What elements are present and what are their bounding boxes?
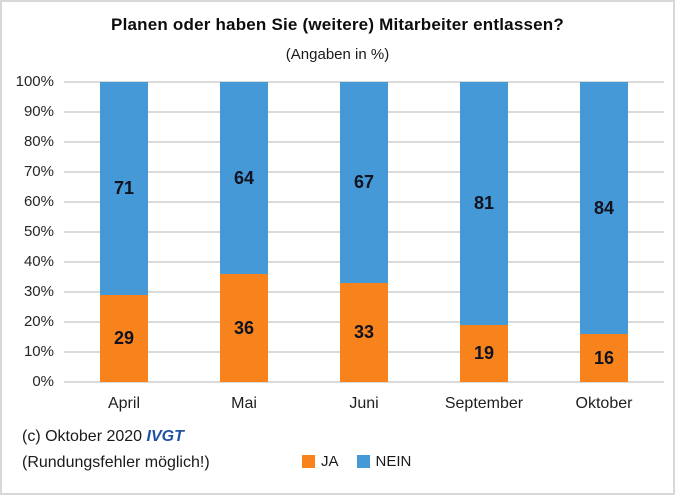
bar-slot-september: 81 19 [424,82,544,382]
data-label-ja-oktober: 16 [593,347,615,368]
chart-subtitle: (Angaben in %) [285,46,390,63]
data-label-nein-mai: 64 [233,167,255,188]
data-label-ja-mai: 36 [233,317,255,338]
stacked-bar-juni: 67 33 [340,82,388,382]
chart-title: Planen oder haben Sie (weitere) Mitarbei… [111,15,564,34]
bar-segment-ja-oktober: 16 [580,334,628,382]
bar-segment-nein-april: 71 [100,82,148,295]
data-label-ja-september: 19 [473,343,495,363]
bar-series: 71 29 64 36 67 33 81 19 84 16 [64,82,664,382]
y-tick-label: 30% [23,283,54,300]
y-tick-label: 50% [23,223,54,240]
legend-item-nein: NEIN [356,453,412,470]
data-label-ja-april: 29 [113,328,135,348]
y-tick-label: 70% [23,163,54,180]
legend: JA NEIN [302,453,411,470]
gridline [64,381,664,383]
y-axis: 100% 90% 80% 70% 60% 50% 40% 30% 20% 10% 0% [2,2,54,493]
x-label-oktober: Oktober [575,395,633,412]
bar-segment-ja-juni: 33 [340,283,388,382]
bar-segment-ja-mai: 36 [220,274,268,382]
x-label-juni: Juni [349,395,379,412]
legend-label-nein: NEIN [375,453,412,470]
bar-segment-ja-september: 19 [460,325,508,382]
y-tick-label: 40% [23,253,54,270]
y-tick-label: 80% [23,133,54,150]
data-label-nein-juni: 67 [353,172,375,192]
bar-slot-juni: 67 33 [304,82,424,382]
stacked-bar-oktober: 84 16 [580,82,628,382]
y-tick-label: 60% [23,193,54,210]
bar-segment-nein-september: 81 [460,82,508,325]
bar-slot-mai: 64 36 [184,82,304,382]
x-axis: April Mai Juni September Oktober [64,395,664,413]
legend-label-ja: JA [321,453,339,470]
data-label-nein-april: 71 [113,178,135,198]
x-label-mai: Mai [231,395,257,412]
data-label-nein-oktober: 84 [593,197,615,218]
bar-segment-nein-oktober: 84 [580,82,628,334]
data-label-ja-juni: 33 [353,322,375,342]
bar-segment-nein-juni: 67 [340,82,388,283]
bar-slot-oktober: 84 16 [544,82,664,382]
data-label-nein-september: 81 [473,193,495,213]
x-label-april: April [107,395,140,412]
y-tick-label: 90% [23,103,54,120]
legend-item-ja: JA [302,453,339,470]
stacked-bar-mai: 64 36 [220,82,268,382]
bar-slot-april: 71 29 [64,82,184,382]
legend-swatch-nein [356,455,370,468]
org-name: IVGT [146,428,184,445]
y-tick-label: 10% [23,343,54,360]
stacked-bar-april: 71 29 [100,82,148,382]
stacked-bar-september: 81 19 [460,82,508,382]
x-label-september: September [444,395,524,412]
copyright-text: (c) Oktober 2020 IVGT [22,428,184,446]
legend-swatch-ja [302,455,315,468]
copyright-prefix: (c) Oktober 2020 [22,428,147,445]
y-tick-label: 0% [32,373,54,390]
y-tick-label: 100% [15,73,54,90]
bar-segment-ja-april: 29 [100,295,148,382]
rounding-note: (Rundungsfehler möglich!) [22,454,210,471]
bar-segment-nein-mai: 64 [220,82,268,274]
y-tick-label: 20% [23,313,54,330]
